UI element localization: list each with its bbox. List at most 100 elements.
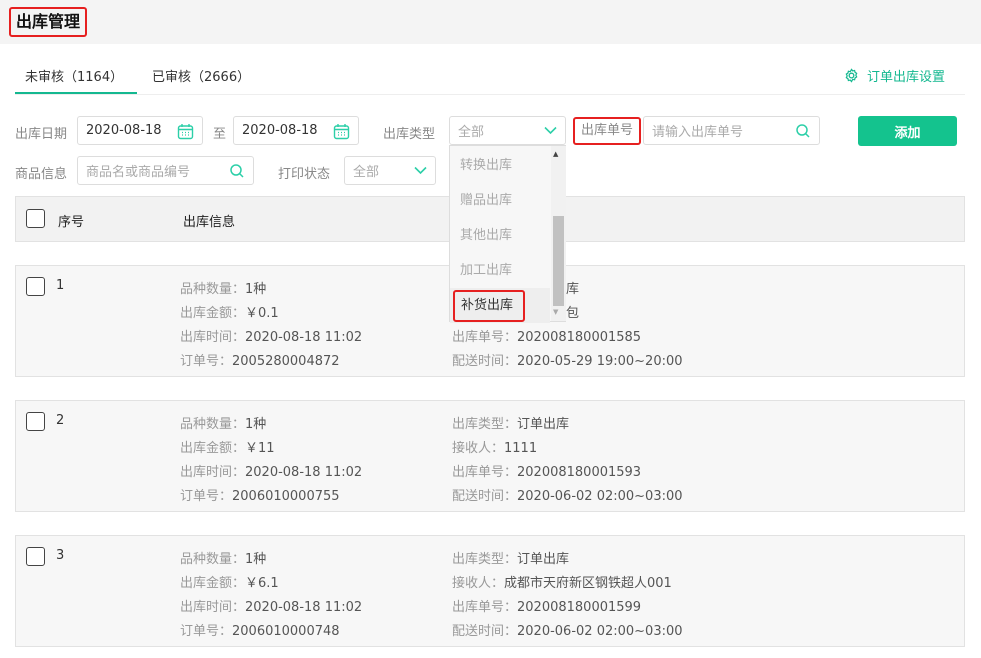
date-from-value: 2020-08-18 [86,123,162,138]
search-icon[interactable] [229,163,245,179]
field-label: 出库时间： [180,330,246,345]
row-info-left: 出库金额：￥0.1 [180,302,279,321]
field-label: 订单号： [180,624,233,639]
table-row: 2 品种数量：1种 出库类型：订单出库出库金额：￥11 接收人：1111 出库时间：20… [15,400,965,512]
row-checkbox[interactable] [26,277,45,296]
goods-label: 商品信息 [15,167,68,182]
field-value: 订单出库 [517,417,570,432]
field-label: 出库时间： [180,600,246,615]
order-no-label: 出库单号 [573,117,641,145]
partially-hidden-text: 包 [566,306,580,321]
row-info-right: 接收人：成都市天府新区钢铁超人001 [452,572,672,591]
field-label: 出库单号： [452,600,518,615]
row-info-left: 出库金额：￥11 [180,437,275,456]
row-info-left: 订单号：2006010000755 [180,485,340,504]
divider [15,94,965,95]
row-info-right: 出库类型：订单出库 [452,413,569,432]
row-info-left: 品种数量：1种 [180,548,266,567]
search-icon[interactable] [795,123,811,139]
scroll-down-arrow-icon[interactable]: ▼ [553,308,559,316]
date-from-input[interactable]: 2020-08-18 [77,116,203,145]
field-value: 1种 [245,552,267,567]
row-info-left: 订单号：2005280004872 [180,350,340,369]
chevron-down-icon [544,126,557,135]
field-label: 品种数量： [180,552,246,567]
print-status-label: 打印状态 [278,167,331,182]
table-row: 3 品种数量：1种 出库类型：订单出库出库金额：￥6.1 接收人：成都市天府新区钢铁超… [15,535,965,647]
print-status-select[interactable]: 全部 [344,156,436,185]
dropdown-option[interactable]: 加工出库 [460,263,513,278]
order-no-input[interactable]: 请输入出库单号 [643,116,820,145]
order-outbound-settings-link[interactable]: 订单出库设置 [844,66,945,85]
scrollbar[interactable]: ▲ ▼ [551,146,566,321]
field-value: 2006010000748 [232,624,340,639]
field-value: 202008180001599 [517,600,642,615]
field-value: 2020-08-18 11:02 [245,330,363,345]
row-index: 3 [56,548,65,563]
field-value: ￥0.1 [245,306,279,321]
scrollbar-thumb[interactable] [553,216,564,306]
field-label: 接收人： [452,576,505,591]
row-info-left: 订单号：2006010000748 [180,620,340,639]
row-index: 2 [56,413,65,428]
tab-unreviewed[interactable]: 未审核（1164） [25,70,124,85]
row-info-left: 品种数量：1种 [180,278,266,297]
row-info-left: 品种数量：1种 [180,413,266,432]
field-value: 2020-05-29 19:00~20:00 [517,354,683,369]
scroll-up-arrow-icon[interactable]: ▲ [553,150,559,158]
row-info-right: 出库单号：202008180001585 [452,326,641,345]
calendar-icon [177,124,194,140]
row-info-left: 出库时间：2020-08-18 11:02 [180,461,362,480]
header-info: 出库信息 [183,215,236,230]
select-all-checkbox[interactable] [26,209,45,228]
row-info-right: 配送时间：2020-06-02 02:00~03:00 [452,485,683,504]
field-value: 2020-08-18 11:02 [245,600,363,615]
field-value: 2020-06-02 02:00~03:00 [517,489,683,504]
row-checkbox[interactable] [26,547,45,566]
date-to-value: 2020-08-18 [242,123,318,138]
row-info-right: 出库类型：订单出库 [452,548,569,567]
dropdown-option[interactable]: 赠品出库 [460,193,513,208]
field-value: 2005280004872 [232,354,340,369]
field-label: 订单号： [180,354,233,369]
type-select[interactable]: 全部 [449,116,566,145]
add-button[interactable]: 添加 [858,116,957,146]
field-value: ￥11 [245,441,275,456]
field-value: 订单出库 [517,552,570,567]
page-title: 出库管理 [9,7,88,37]
goods-search-input[interactable]: 商品名或商品编号 [77,156,254,185]
field-value: 202008180001585 [517,330,642,345]
field-value: 2020-06-02 02:00~03:00 [517,624,683,639]
row-info-right: 接收人：1111 [452,437,537,456]
dropdown-option-highlighted[interactable]: 补货出库 [450,288,550,323]
row-checkbox[interactable] [26,412,45,431]
row-info-left: 出库时间：2020-08-18 11:02 [180,326,362,345]
field-label: 品种数量： [180,417,246,432]
field-value: ￥6.1 [245,576,279,591]
field-label: 订单号： [180,489,233,504]
row-info-right: 配送时间：2020-06-02 02:00~03:00 [452,620,683,639]
field-label: 出库金额： [180,441,246,456]
field-value: 1111 [504,441,538,456]
dropdown-option[interactable]: 转换出库 [460,158,513,173]
row-info-right: 出库单号：202008180001593 [452,461,641,480]
active-tab-indicator [15,92,137,94]
field-value: 202008180001593 [517,465,642,480]
field-label: 出库单号： [452,465,518,480]
row-info-left: 出库金额：￥6.1 [180,572,279,591]
tab-reviewed[interactable]: 已审核（2666） [152,70,251,85]
type-label: 出库类型 [383,127,436,142]
field-label: 接收人： [452,441,505,456]
top-bar [0,0,981,44]
field-label: 出库类型： [452,417,518,432]
date-to-input[interactable]: 2020-08-18 [233,116,359,145]
dropdown-option[interactable]: 其他出库 [460,228,513,243]
print-status-value: 全部 [353,165,380,180]
field-label: 品种数量： [180,282,246,297]
partially-hidden-text: 库 [566,282,580,297]
calendar-icon [333,124,350,140]
goods-placeholder: 商品名或商品编号 [86,165,191,180]
field-label: 出库单号： [452,330,518,345]
field-value: 1种 [245,282,267,297]
row-info-left: 出库时间：2020-08-18 11:02 [180,596,362,615]
